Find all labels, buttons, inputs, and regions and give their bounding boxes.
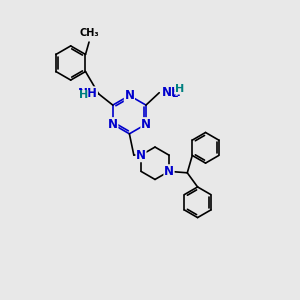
- Text: 2: 2: [171, 89, 178, 100]
- Text: N: N: [141, 118, 151, 131]
- Text: NH: NH: [162, 85, 182, 99]
- Text: N: N: [164, 165, 174, 178]
- Text: N: N: [124, 89, 134, 102]
- Text: H: H: [175, 84, 184, 94]
- Text: CH₃: CH₃: [79, 28, 99, 38]
- Text: N: N: [108, 118, 118, 131]
- Text: N: N: [136, 149, 146, 162]
- Text: NH: NH: [78, 87, 98, 100]
- Text: H: H: [79, 90, 88, 100]
